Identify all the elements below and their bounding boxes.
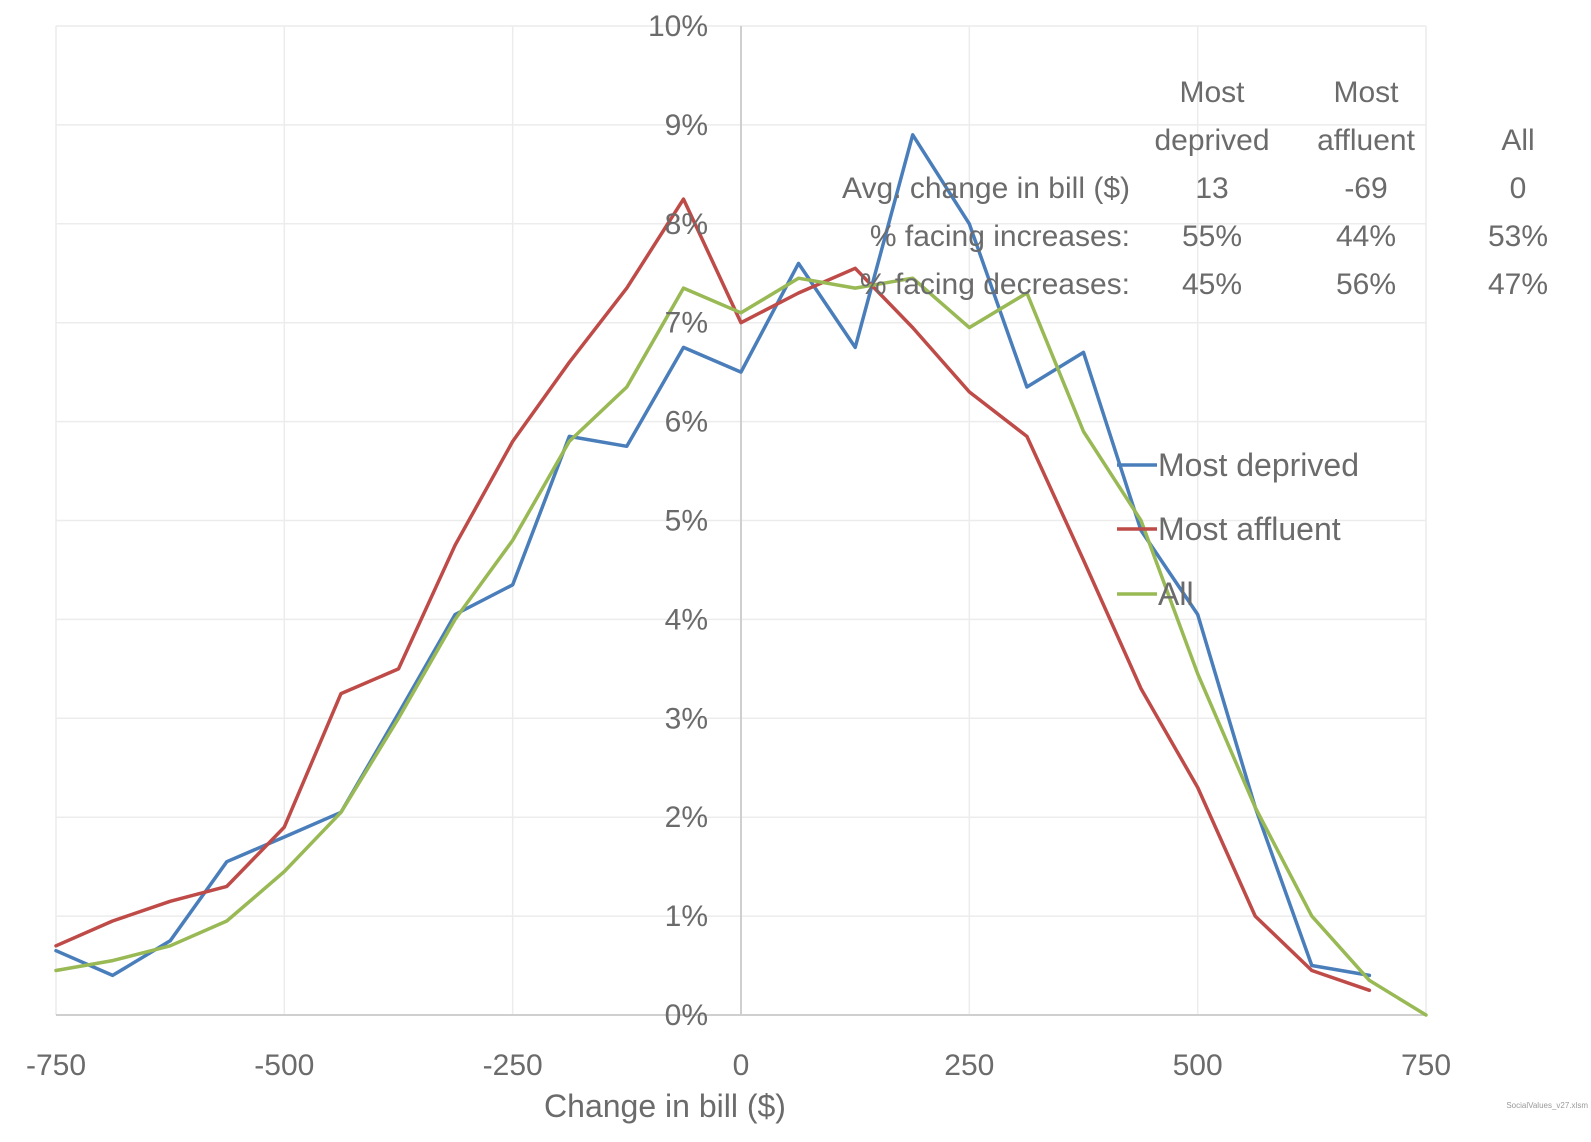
series-line-most-affluent <box>54 197 1372 993</box>
table-row-label: % facing increases: <box>870 220 1130 253</box>
y-tick-label: 5% <box>665 505 708 538</box>
y-tick-label: 8% <box>665 208 708 241</box>
y-tick-label: 1% <box>665 900 708 933</box>
series-lines <box>54 133 1428 1017</box>
y-tick-label: 0% <box>665 999 708 1032</box>
table-header-line2: deprived <box>1154 124 1269 157</box>
legend-label-most-deprived: Most deprived <box>1158 447 1359 483</box>
x-tick-label: -750 <box>26 1049 86 1082</box>
series-line-all <box>54 276 1428 1017</box>
legend-label-all: All <box>1158 576 1194 612</box>
x-tick-label: 0 <box>733 1049 750 1082</box>
table-cell: 45% <box>1182 268 1242 301</box>
table-cell: 47% <box>1488 268 1548 301</box>
table-header-line2: affluent <box>1317 124 1416 157</box>
y-tick-label: 3% <box>665 702 708 735</box>
table-row-label: % facing decreases: <box>860 268 1130 301</box>
table-cell: 56% <box>1336 268 1396 301</box>
y-tick-label: 2% <box>665 801 708 834</box>
x-tick-label: 750 <box>1401 1049 1451 1082</box>
table-cell: 44% <box>1336 220 1396 253</box>
x-tick-label: -500 <box>254 1049 314 1082</box>
y-tick-label: 10% <box>648 10 708 43</box>
table-header-line2: All <box>1501 124 1534 157</box>
y-tick-label: 7% <box>665 307 708 340</box>
table-cell: 53% <box>1488 220 1548 253</box>
table-cell: 13 <box>1195 172 1228 205</box>
axes <box>56 26 1426 1016</box>
legend: Most deprived Most affluent All <box>1117 447 1359 612</box>
summary-table: Most deprived Most affluent All Avg. change i… <box>842 76 1548 301</box>
y-tick-label: 9% <box>665 109 708 142</box>
y-tick-label: 4% <box>665 603 708 636</box>
legend-label-most-affluent: Most affluent <box>1158 511 1341 547</box>
table-header-line1: Most <box>1179 76 1245 109</box>
table-row-label: Avg. change in bill ($) <box>842 172 1130 205</box>
x-tick-label: -250 <box>483 1049 543 1082</box>
x-axis-title: Change in bill ($) <box>544 1088 786 1124</box>
table-cell: -69 <box>1344 172 1387 205</box>
footnote: SocialValues_v27.xlsm <box>1506 1101 1588 1110</box>
x-tick-label: 500 <box>1173 1049 1223 1082</box>
tick-labels: 0% 1% 2% 3% 4% 5% 6% 7% 8% 9% 10% -750 -500 -250 0 250 5… <box>26 10 1451 1082</box>
table-cell: 0 <box>1510 172 1527 205</box>
y-tick-label: 6% <box>665 406 708 439</box>
table-header-line1: Most <box>1333 76 1399 109</box>
x-tick-label: 250 <box>944 1049 994 1082</box>
table-cell: 55% <box>1182 220 1242 253</box>
